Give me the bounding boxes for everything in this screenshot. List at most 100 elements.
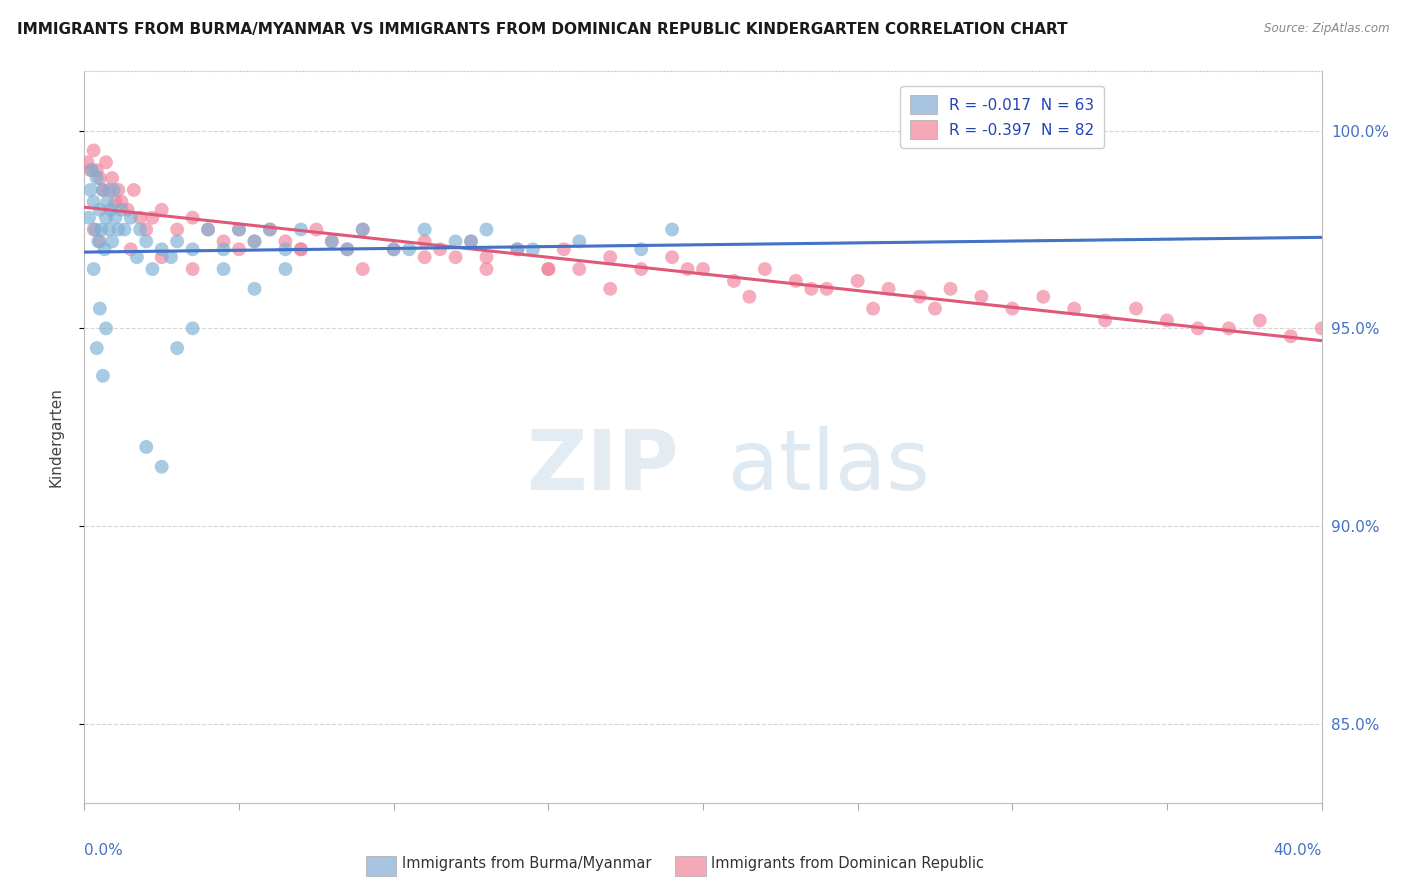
Point xyxy=(382,242,405,256)
Point xyxy=(100,202,122,217)
Legend: R = -0.017  N = 63, R = -0.397  N = 82: R = -0.017 N = 63, R = -0.397 N = 82 xyxy=(900,87,1104,148)
Point xyxy=(135,235,157,249)
Point xyxy=(846,274,869,288)
Point xyxy=(444,235,467,249)
Point xyxy=(84,222,107,236)
Point xyxy=(290,242,312,256)
Point xyxy=(98,183,121,197)
Point xyxy=(800,282,823,296)
Point xyxy=(212,262,235,277)
Point xyxy=(429,242,451,256)
Point xyxy=(76,155,98,169)
Point xyxy=(122,183,145,197)
Point xyxy=(290,242,312,256)
Point xyxy=(568,262,591,277)
Point xyxy=(1249,313,1271,327)
Point xyxy=(506,242,529,256)
Point xyxy=(692,262,714,277)
Point xyxy=(166,222,188,236)
Point xyxy=(506,242,529,256)
Point xyxy=(274,235,297,249)
Point xyxy=(117,202,139,217)
Point xyxy=(398,242,420,256)
Point xyxy=(1032,290,1054,304)
Point xyxy=(599,250,621,264)
Text: 0.0%: 0.0% xyxy=(84,843,124,858)
Point xyxy=(1156,313,1178,327)
Point xyxy=(197,222,219,236)
Point xyxy=(939,282,962,296)
Point xyxy=(181,211,204,225)
Point xyxy=(83,222,105,236)
Point xyxy=(141,262,163,277)
Point xyxy=(212,235,235,249)
Text: 40.0%: 40.0% xyxy=(1274,843,1322,858)
Point xyxy=(259,222,281,236)
Point xyxy=(150,459,173,474)
Point xyxy=(120,211,142,225)
Point xyxy=(150,242,173,256)
Point xyxy=(135,440,157,454)
Point xyxy=(166,341,188,355)
Text: Source: ZipAtlas.com: Source: ZipAtlas.com xyxy=(1264,22,1389,36)
Point xyxy=(290,222,312,236)
Point xyxy=(181,242,204,256)
Point xyxy=(93,242,115,256)
Point xyxy=(321,235,343,249)
Point xyxy=(924,301,946,316)
Point xyxy=(181,321,204,335)
Point xyxy=(107,222,129,236)
Point xyxy=(537,262,560,277)
Point xyxy=(181,262,204,277)
Point xyxy=(79,183,101,197)
Point xyxy=(444,250,467,264)
Point xyxy=(77,211,100,225)
Point xyxy=(141,211,163,225)
Point xyxy=(599,282,621,296)
Point xyxy=(243,282,266,296)
Point xyxy=(243,235,266,249)
Point xyxy=(259,222,281,236)
Point xyxy=(129,222,152,236)
Point xyxy=(321,235,343,249)
Point xyxy=(89,171,111,186)
Point xyxy=(83,194,105,209)
Point xyxy=(79,163,101,178)
Point xyxy=(228,222,250,236)
Point xyxy=(96,194,118,209)
Point xyxy=(630,242,652,256)
Point xyxy=(82,163,104,178)
Point xyxy=(1094,313,1116,327)
Point xyxy=(1187,321,1209,335)
Point xyxy=(970,290,993,304)
Point xyxy=(413,222,436,236)
Point xyxy=(475,222,498,236)
Point xyxy=(197,222,219,236)
Point xyxy=(94,155,117,169)
Point xyxy=(87,235,110,249)
Point xyxy=(537,262,560,277)
Point xyxy=(352,222,374,236)
Point xyxy=(160,250,183,264)
Point xyxy=(352,262,374,277)
Point xyxy=(86,171,108,186)
Point xyxy=(274,242,297,256)
Point xyxy=(89,301,111,316)
Point xyxy=(89,202,111,217)
Point xyxy=(98,222,121,236)
Text: ZIP: ZIP xyxy=(526,425,678,507)
Text: atlas: atlas xyxy=(728,425,929,507)
Point xyxy=(336,242,359,256)
Point xyxy=(862,301,884,316)
Point xyxy=(150,202,173,217)
Point xyxy=(1063,301,1085,316)
Text: IMMIGRANTS FROM BURMA/MYANMAR VS IMMIGRANTS FROM DOMINICAN REPUBLIC KINDERGARTEN: IMMIGRANTS FROM BURMA/MYANMAR VS IMMIGRA… xyxy=(17,22,1067,37)
Point xyxy=(1279,329,1302,343)
Point xyxy=(522,242,544,256)
Point xyxy=(101,171,124,186)
Point xyxy=(475,262,498,277)
Point xyxy=(107,183,129,197)
Point xyxy=(125,250,148,264)
Point xyxy=(104,194,127,209)
Point xyxy=(228,242,250,256)
